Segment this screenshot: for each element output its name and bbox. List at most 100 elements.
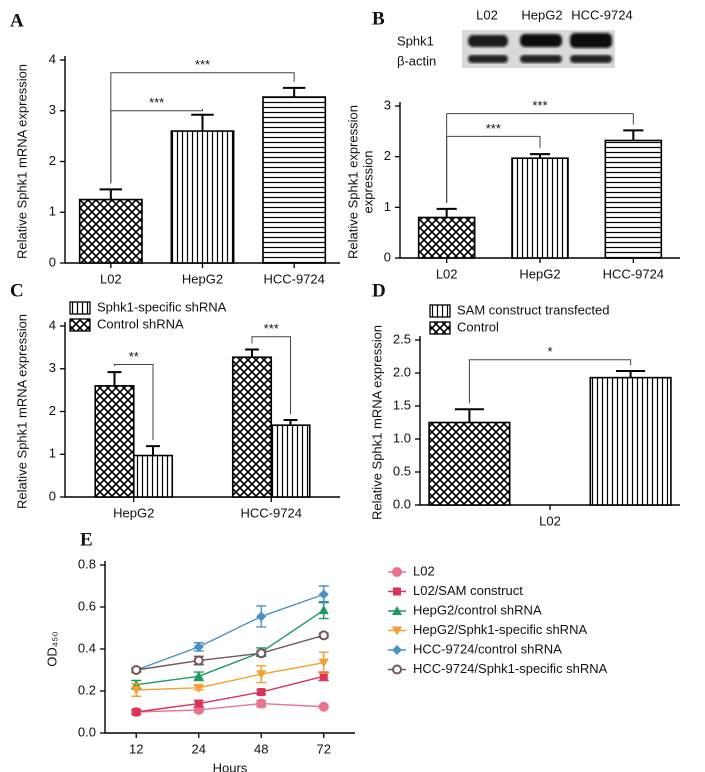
significance-label: * bbox=[547, 344, 552, 359]
x-tick-label: HCC-9724 bbox=[263, 271, 324, 286]
error-bar bbox=[454, 408, 484, 423]
error-bar bbox=[191, 113, 214, 132]
legend-label: HCC-9724/control shRNA bbox=[413, 641, 562, 656]
y-tick-label: 0.4 bbox=[78, 640, 96, 655]
line bbox=[136, 609, 325, 686]
line bbox=[136, 675, 324, 713]
bar bbox=[589, 376, 672, 506]
panel-label: C bbox=[10, 280, 24, 301]
bar bbox=[417, 216, 476, 259]
y-tick-label: 0 bbox=[49, 254, 56, 269]
y-tick-label: 1 bbox=[49, 204, 56, 219]
significance-bracket bbox=[110, 72, 295, 184]
y-tick-label: 0.2 bbox=[78, 682, 96, 697]
y-tick-label: 0.0 bbox=[393, 496, 411, 511]
y-tick-label: 3 bbox=[49, 360, 56, 375]
legend-label: SAM construct transfected bbox=[457, 302, 609, 317]
legend-label: L02/SAM construct bbox=[413, 583, 523, 598]
bar bbox=[78, 198, 143, 264]
x-tick-label: 24 bbox=[192, 741, 206, 756]
significance-bracket bbox=[251, 336, 291, 415]
y-axis-label: OD₄₅₀ bbox=[44, 631, 59, 666]
y-tick-label: 3 bbox=[49, 102, 56, 117]
y-tick-label: 0.6 bbox=[78, 598, 96, 613]
marker bbox=[256, 648, 267, 659]
legend-swatch bbox=[69, 318, 91, 332]
significance-label: *** bbox=[195, 57, 210, 72]
marker bbox=[193, 671, 204, 681]
blot-row-label: Sphk1 bbox=[397, 33, 434, 48]
legend-marker bbox=[393, 587, 401, 596]
panel-label: D bbox=[372, 280, 386, 301]
marker bbox=[193, 655, 204, 666]
panel: D Relative Sphk1 mRNA expression 0.0 0.5 1.0… bbox=[369, 280, 680, 528]
panel-label: B bbox=[372, 8, 385, 29]
blot-lane-label: L02 bbox=[476, 7, 498, 22]
marker bbox=[318, 630, 329, 641]
blot-lane-label: HepG2 bbox=[521, 7, 562, 22]
legend-label: Control shRNA bbox=[97, 316, 184, 331]
error-bar bbox=[623, 129, 644, 141]
marker bbox=[194, 699, 203, 708]
legend-swatch bbox=[429, 321, 451, 335]
legend-marker bbox=[392, 664, 402, 675]
marker bbox=[256, 611, 267, 622]
marker bbox=[318, 605, 329, 615]
marker bbox=[256, 670, 267, 680]
legend-label: L02 bbox=[413, 563, 435, 578]
y-tick-label: 2 bbox=[49, 153, 56, 168]
marker bbox=[256, 698, 267, 709]
y-tick-label: 0 bbox=[384, 249, 391, 264]
x-tick-label: L02 bbox=[100, 271, 122, 286]
marker bbox=[132, 708, 141, 716]
marker bbox=[318, 701, 329, 712]
x-tick-label: 12 bbox=[129, 741, 143, 756]
legend-label: HCC-9724/Sphk1-specific shRNA bbox=[413, 661, 608, 676]
error-bar bbox=[245, 348, 259, 358]
legend-swatch bbox=[429, 304, 451, 318]
bar bbox=[262, 96, 327, 264]
error-bar bbox=[436, 207, 457, 218]
bar bbox=[428, 421, 511, 506]
x-tick-label: HepG2 bbox=[113, 505, 154, 520]
marker bbox=[131, 685, 142, 695]
y-tick-label: 2 bbox=[49, 403, 56, 418]
x-tick-label: L02 bbox=[436, 266, 458, 281]
significance-bracket bbox=[468, 359, 632, 404]
western-blot bbox=[462, 30, 615, 68]
y-tick-label: 2.0 bbox=[393, 364, 411, 379]
x-tick-label: 72 bbox=[317, 741, 331, 756]
error-bar bbox=[616, 370, 646, 378]
panel-label: E bbox=[80, 529, 93, 550]
y-axis-label: Relative Sphk1 expression bbox=[345, 105, 360, 259]
blot-lane-label: HCC-9724 bbox=[571, 7, 632, 22]
y-tick-label: 0.8 bbox=[78, 556, 96, 571]
y-tick-label: 1 bbox=[49, 446, 56, 461]
bar bbox=[132, 454, 174, 498]
marker bbox=[319, 672, 328, 681]
panel: A Relative Sphk1 mRNA expression 0 1 2 3 4 L02 H… bbox=[10, 10, 340, 286]
y-tick-label: 0.5 bbox=[393, 463, 411, 478]
line bbox=[136, 702, 324, 713]
significance-bracket bbox=[446, 113, 634, 203]
bar bbox=[94, 385, 135, 498]
panel: B Relative Sphk1 expression expression 0 1 2 3… bbox=[345, 7, 680, 281]
marker bbox=[131, 665, 142, 675]
legend-marker bbox=[392, 567, 402, 577]
panel: C Relative Sphk1 mRNA expression 0 1 2 3 4 HepG… bbox=[10, 280, 340, 520]
panel: E OD₄₅₀ 0.0 0.2 0.4 0.6 0.8 12 24 48 72 Hours L02 L02… bbox=[44, 529, 607, 772]
x-tick-label: L02 bbox=[539, 513, 561, 528]
panel-label: A bbox=[10, 10, 24, 31]
y-axis-label: Relative Sphk1 mRNA expression bbox=[14, 314, 29, 509]
marker bbox=[318, 589, 329, 600]
y-tick-label: 2.5 bbox=[393, 331, 411, 346]
bar bbox=[270, 424, 311, 498]
y-tick-label: 0.0 bbox=[78, 724, 96, 739]
error-bar bbox=[99, 188, 123, 200]
y-axis-label: expression bbox=[360, 151, 375, 214]
x-tick-label: HCC-9724 bbox=[241, 505, 302, 520]
marker bbox=[193, 683, 204, 693]
error-bar bbox=[282, 86, 306, 98]
y-tick-label: 1 bbox=[384, 199, 391, 214]
